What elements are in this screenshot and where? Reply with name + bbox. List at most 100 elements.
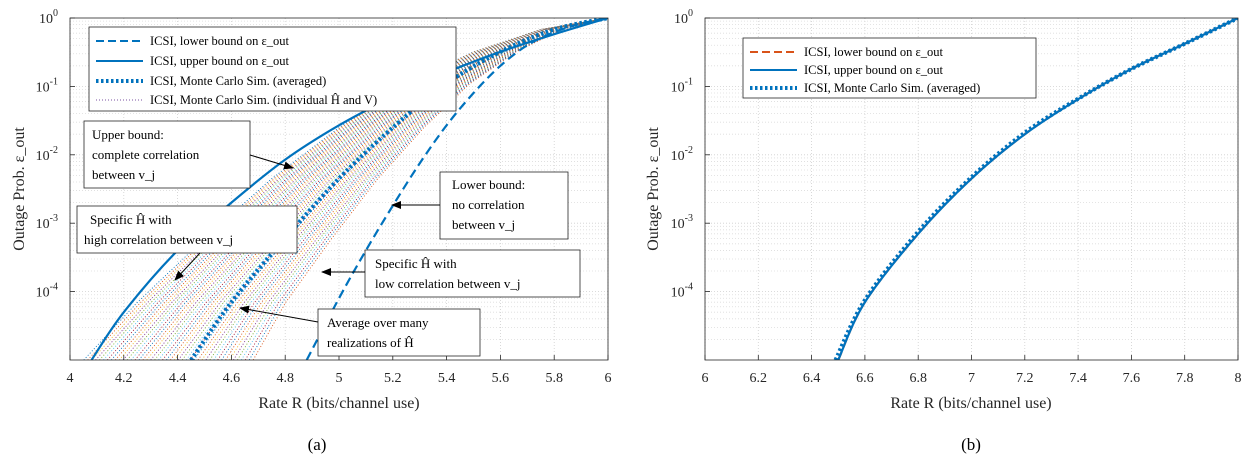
monte-carlo-individual-line <box>134 18 608 360</box>
x-tick-label: 4.8 <box>276 371 294 386</box>
annotation-lower-bound-line-2: no correlation <box>452 197 525 212</box>
x-tick-label: 6.8 <box>909 371 927 386</box>
x-ticks-a: 4 4.2 4.4 4.6 4.8 5 5.2 5.4 5.6 5.8 6 <box>67 355 612 386</box>
y-tick-label: 100 <box>39 8 58 27</box>
monte-carlo-individual-line <box>197 18 608 360</box>
monte-carlo-individual-line <box>91 18 608 360</box>
annotation-high-correlation-box <box>76 205 298 254</box>
x-tick-label: 6.4 <box>803 371 821 386</box>
monte-carlo-individual-line <box>237 18 608 360</box>
monte-carlo-individual-line <box>142 18 608 360</box>
monte-carlo-individual-line <box>177 18 608 360</box>
y-axis-label-b: Outage Prob. ε_out <box>645 127 662 251</box>
legend-b: ICSI, lower bound on ε_out ICSI, upper b… <box>742 37 1037 99</box>
annotation-high-correlation-line-1: Specific Ĥ with <box>90 212 172 227</box>
chart-panel-a: 4 4.2 4.4 4.6 4.8 5 5.2 5.4 5.6 5.8 6 10-4 10-3 10-2… <box>11 8 612 454</box>
x-tick-label: 7.4 <box>1069 371 1087 386</box>
annotation-average-line-2: realizations of Ĥ <box>327 335 414 350</box>
annotation-low-correlation-line-1: Specific Ĥ with <box>375 256 457 271</box>
x-tick-label: 7 <box>968 371 975 386</box>
series-line-a-0 <box>305 18 608 360</box>
annotation-upper-bound-box <box>83 120 251 189</box>
series-line-a-2 <box>189 18 608 360</box>
monte-carlo-individual-line <box>162 18 608 360</box>
x-tick-label: 6.2 <box>750 371 768 386</box>
y-tick-label: 100 <box>674 8 693 27</box>
y-ticks-a: 10-4 10-3 10-2 10-1 100 <box>36 8 75 301</box>
legend-label-upper-a: ICSI, upper bound on ε_out <box>150 54 289 68</box>
annotation-upper-bound-arrow <box>249 154 294 170</box>
monte-carlo-individual-line <box>240 18 608 360</box>
annotation-high-correlation: Specific Ĥ with high correlation between… <box>76 205 298 281</box>
x-tick-label: 4.6 <box>223 371 241 386</box>
y-tick-label: 10-4 <box>671 282 693 301</box>
monte-carlo-individual-line <box>225 18 608 360</box>
x-tick-label: 6 <box>605 371 612 386</box>
x-tick-label: 5.2 <box>384 371 402 386</box>
annotation-upper-bound-line-2: complete correlation <box>92 147 200 162</box>
monte-carlo-individual-line <box>83 18 608 360</box>
annotation-average-arrow <box>239 305 319 323</box>
legend-label-mc-ind-a: ICSI, Monte Carlo Sim. (individual Ĥ and… <box>150 93 377 107</box>
legend-label-lower-b: ICSI, lower bound on ε_out <box>804 45 943 59</box>
legend-label-upper-b: ICSI, upper bound on ε_out <box>804 63 943 77</box>
legend-box-a <box>88 26 457 112</box>
caption-b: (b) <box>961 435 981 454</box>
y-tick-label: 10-2 <box>671 145 693 164</box>
legend-a: ICSI, lower bound on ε_out ICSI, upper b… <box>88 26 457 112</box>
series-group-a <box>90 18 608 360</box>
annotation-low-correlation-line-2: low correlation between v_j <box>375 276 520 291</box>
annotation-lower-bound-line-1: Lower bound: <box>452 177 525 192</box>
x-tick-label: 7.8 <box>1176 371 1194 386</box>
x-axis-label-b: Rate R (bits/channel use) <box>890 395 1051 412</box>
monte-carlo-individual-line <box>95 18 608 360</box>
y-tick-label: 10-4 <box>36 282 58 301</box>
monte-carlo-individual-line <box>146 18 608 360</box>
monte-carlo-individual-line <box>122 18 608 360</box>
annotation-average-box <box>317 308 481 357</box>
x-tick-label: 5 <box>336 371 343 386</box>
annotation-high-correlation-arrow <box>174 252 201 281</box>
legend-label-mc-avg-b: ICSI, Monte Carlo Sim. (averaged) <box>804 81 980 95</box>
legend-label-lower-a: ICSI, lower bound on ε_out <box>150 34 289 48</box>
y-tick-label: 10-3 <box>36 213 58 232</box>
annotation-average: Average over many realizations of Ĥ <box>239 305 481 357</box>
x-tick-label: 7.6 <box>1123 371 1141 386</box>
y-ticks-b: 10-4 10-3 10-2 10-1 100 <box>671 8 710 301</box>
chart-panel-b: 6 6.2 6.4 6.6 6.8 7 7.2 7.4 7.6 7.8 8 10-4 10-3 10-2… <box>645 8 1242 454</box>
legend-label-mc-avg-a: ICSI, Monte Carlo Sim. (averaged) <box>150 74 326 88</box>
x-ticks-b: 6 6.2 6.4 6.6 6.8 7 7.2 7.4 7.6 7.8 8 <box>702 355 1242 386</box>
annotation-upper-bound-line-1: Upper bound: <box>92 127 164 142</box>
x-tick-label: 4.4 <box>169 371 187 386</box>
y-tick-label: 10-1 <box>671 76 693 95</box>
monte-carlo-individual-line <box>205 18 608 360</box>
annotation-upper-bound-line-3: between v_j <box>92 167 155 182</box>
x-tick-label: 5.6 <box>492 371 510 386</box>
y-axis-label-a: Outage Prob. ε_out <box>11 127 28 251</box>
x-tick-label: 8 <box>1235 371 1242 386</box>
x-tick-label: 5.8 <box>545 371 563 386</box>
y-tick-label: 10-2 <box>36 145 58 164</box>
monte-carlo-individual-line <box>217 18 608 360</box>
y-tick-label: 10-1 <box>36 76 58 95</box>
x-tick-label: 4 <box>67 371 74 386</box>
x-tick-label: 5.4 <box>438 371 456 386</box>
annotation-high-correlation-line-2: high correlation between v_j <box>84 232 233 247</box>
x-axis-label-a: Rate R (bits/channel use) <box>258 395 419 412</box>
annotation-lower-bound: Lower bound: no correlation between v_j <box>391 171 569 240</box>
monte-carlo-individual-line <box>118 18 608 360</box>
annotation-low-correlation-box <box>364 249 581 298</box>
annotation-lower-bound-box <box>439 171 569 240</box>
annotation-upper-bound: Upper bound: complete correlation betwee… <box>83 120 294 189</box>
annotation-lower-bound-line-3: between v_j <box>452 217 515 232</box>
caption-a: (a) <box>308 435 327 454</box>
monte-carlo-individual-line <box>181 18 608 360</box>
annotation-average-line-1: Average over many <box>327 315 429 330</box>
x-tick-label: 6.6 <box>856 371 874 386</box>
x-tick-label: 7.2 <box>1016 371 1034 386</box>
x-tick-label: 6 <box>702 371 709 386</box>
x-tick-label: 4.2 <box>115 371 133 386</box>
series-group-b <box>833 18 1238 360</box>
y-tick-label: 10-3 <box>671 213 693 232</box>
